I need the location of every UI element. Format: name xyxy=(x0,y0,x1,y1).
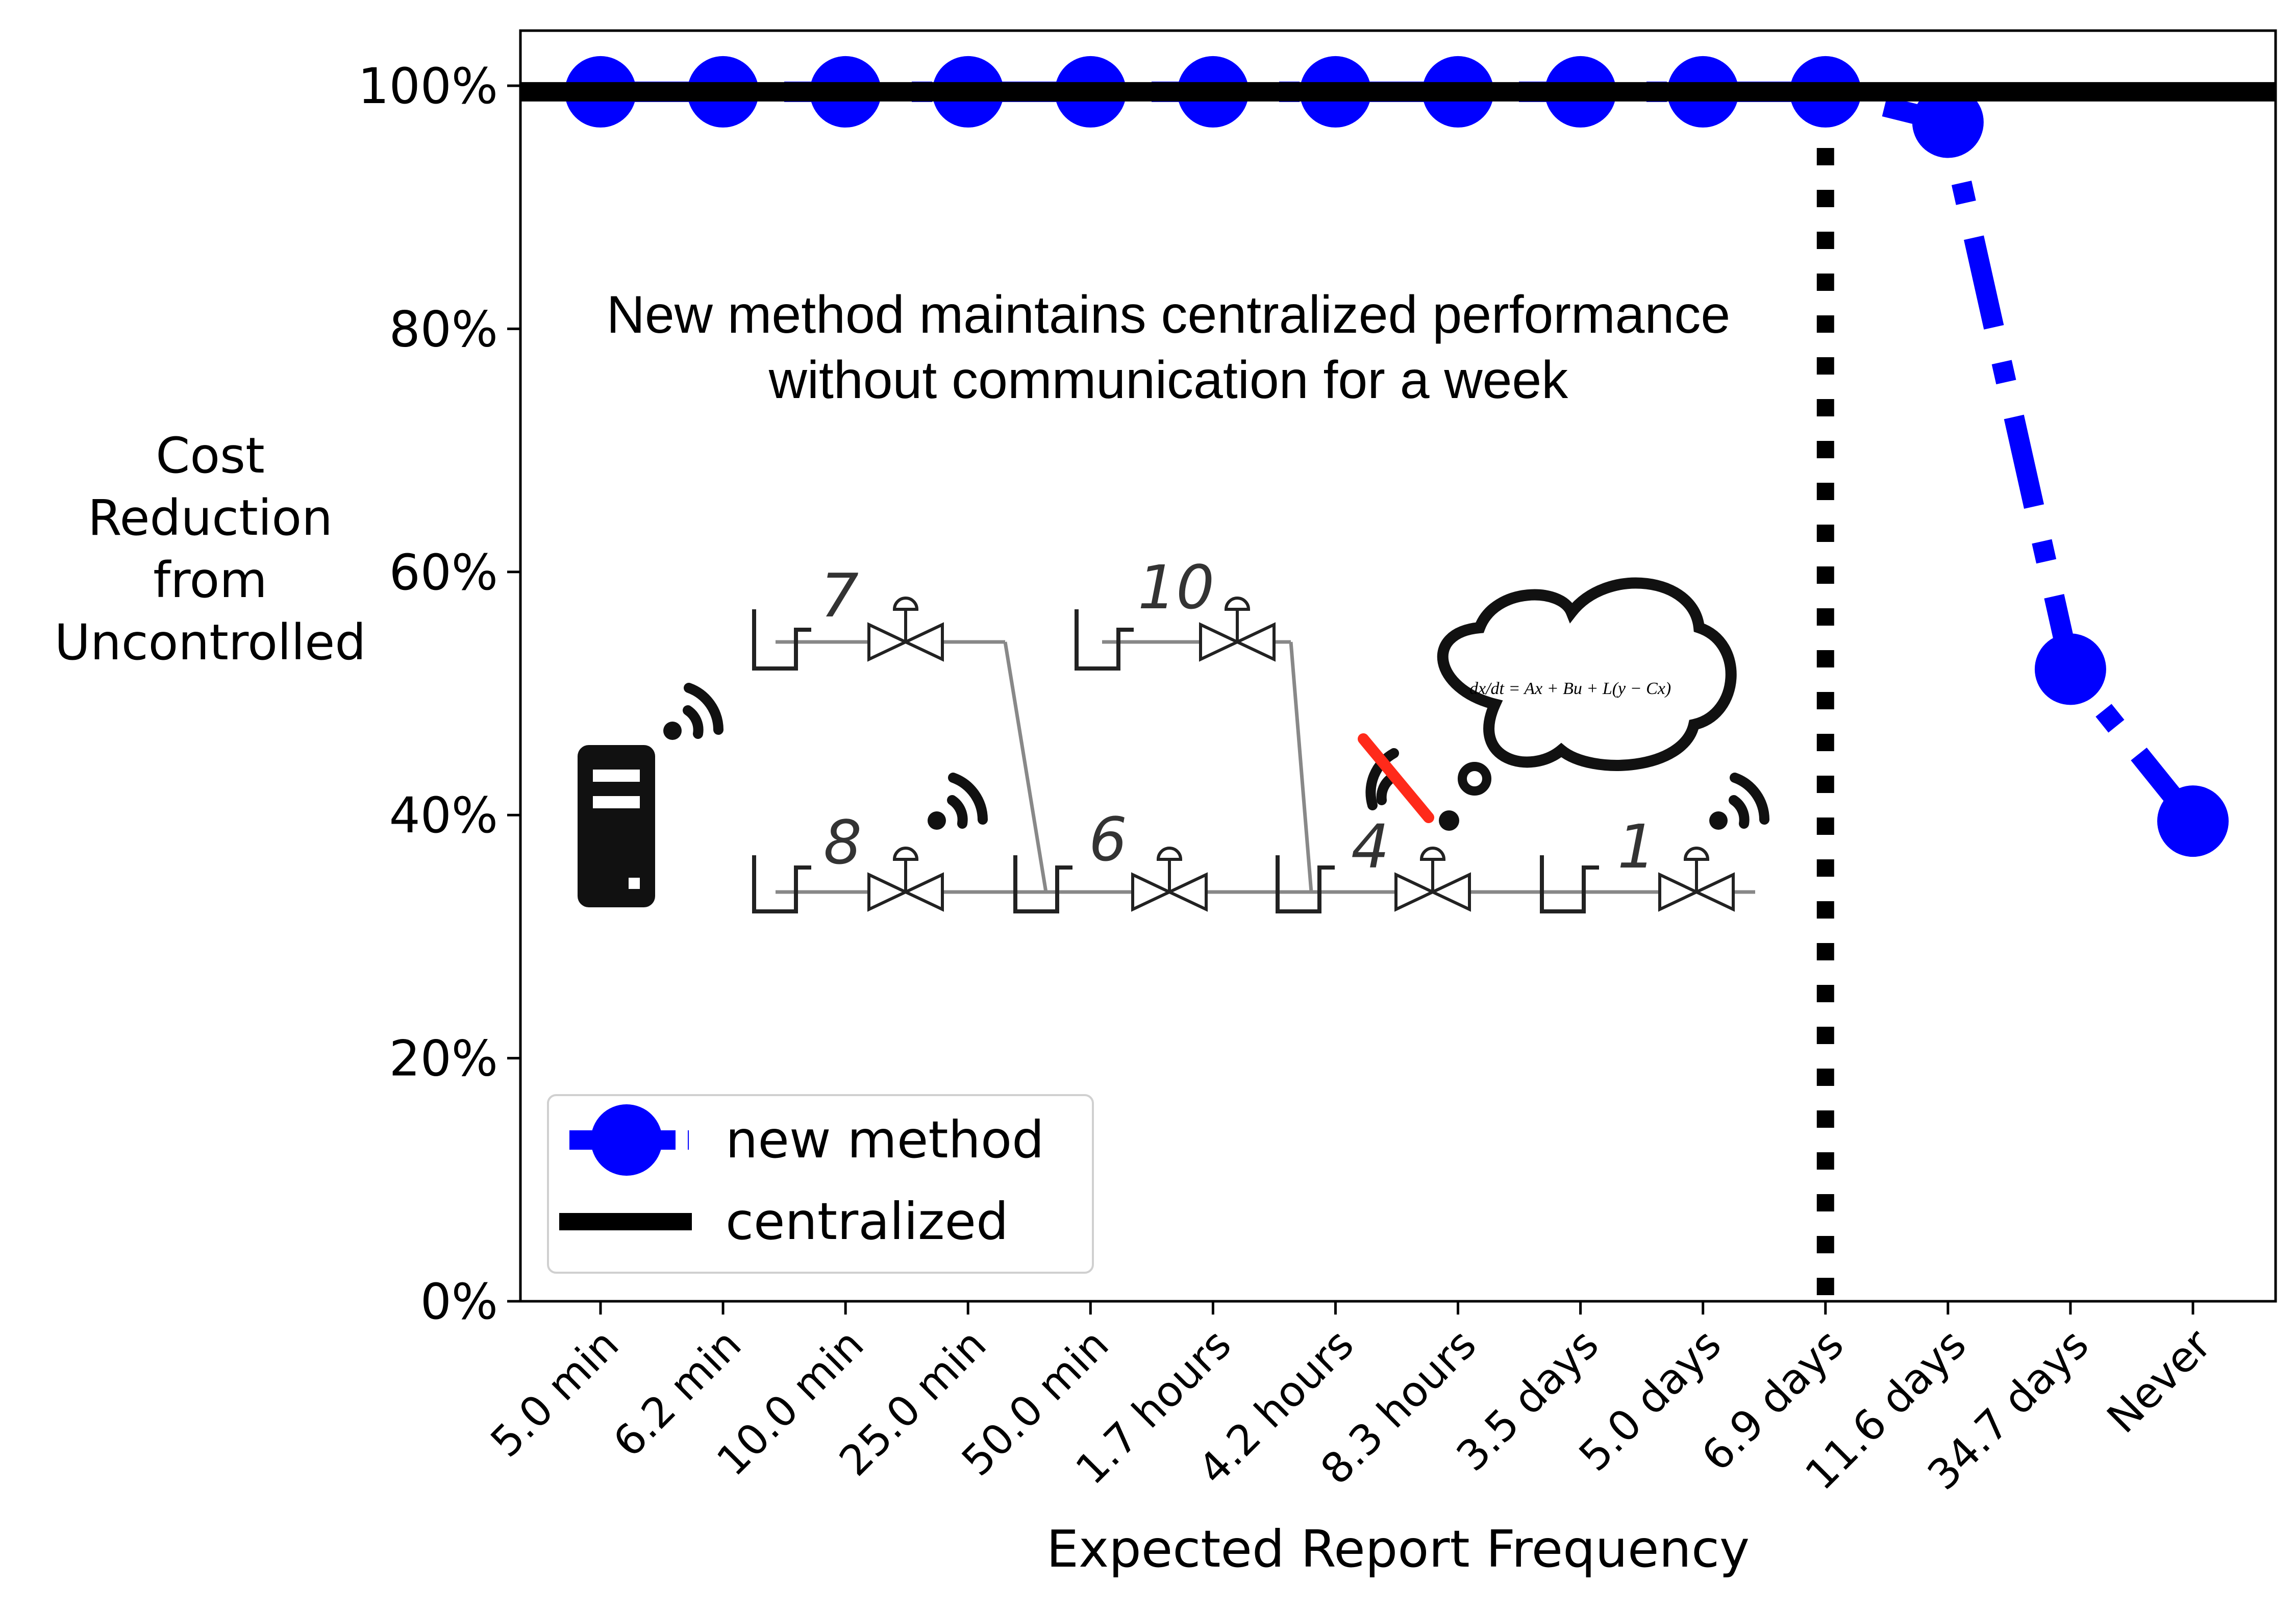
plot-frame xyxy=(519,29,2277,1303)
legend-marker-new-method xyxy=(591,1104,662,1176)
y-axis-title-line-2: Reduction xyxy=(88,489,333,547)
wifi-off-icon-node4 xyxy=(1358,733,1434,823)
server-icon xyxy=(578,745,655,907)
node-label-1: 1 xyxy=(1617,811,1656,882)
annotation-line-1: New method maintains centralized perform… xyxy=(607,285,1730,344)
thought-bubble: dx/dt = Ax + Bu + L(y − Cx) xyxy=(1437,577,1737,831)
wifi-icon-server xyxy=(663,683,723,740)
data-point-new-method-12 xyxy=(2034,633,2106,705)
network-schematic: dx/dt = Ax + Bu + L(y − Cx) xyxy=(578,552,1769,913)
wifi-icon-node1 xyxy=(1709,773,1769,830)
x-tick-label-0: 5.0 min xyxy=(482,1320,628,1467)
valves xyxy=(867,597,1735,912)
y-axis-title-line-3: from xyxy=(153,552,267,609)
node-label-8: 8 xyxy=(823,807,862,878)
y-tick-label-4: 80% xyxy=(389,301,498,358)
data-point-new-method-13 xyxy=(2157,785,2229,857)
legend: new method centralized xyxy=(547,1094,1094,1274)
node-label-4: 4 xyxy=(1351,811,1389,882)
data-point-new-method-11 xyxy=(1912,86,1984,158)
y-tick-label-1: 20% xyxy=(389,1030,498,1087)
y-axis-title-line-1: Cost xyxy=(156,427,264,484)
tanks xyxy=(752,609,1599,913)
node-label-6: 6 xyxy=(1089,804,1127,875)
node-labels: 7 10 8 6 4 1 xyxy=(820,552,1656,882)
y-tick-label-3: 60% xyxy=(389,544,498,601)
node-label-7: 7 xyxy=(820,560,859,631)
legend-label-new-method: new method xyxy=(726,1110,1044,1170)
annotation-line-2: without communication for a week xyxy=(768,351,1569,410)
series-line-new-method xyxy=(601,81,2201,828)
y-tick-label-5: 100% xyxy=(358,58,498,115)
x-axis-title: Expected Report Frequency xyxy=(1046,1519,1750,1579)
equation-text: dx/dt = Ax + Bu + L(y − Cx) xyxy=(1469,679,1671,698)
y-tick-label-0: 0% xyxy=(420,1273,498,1330)
x-tick-label-13: Never xyxy=(2098,1320,2220,1443)
y-axis-title-line-4: Uncontrolled xyxy=(55,614,366,671)
node-label-10: 10 xyxy=(1138,552,1214,623)
y-tick-label-2: 40% xyxy=(389,787,498,844)
wifi-icon-node8 xyxy=(928,773,988,830)
legend-label-centralized: centralized xyxy=(726,1192,1009,1251)
